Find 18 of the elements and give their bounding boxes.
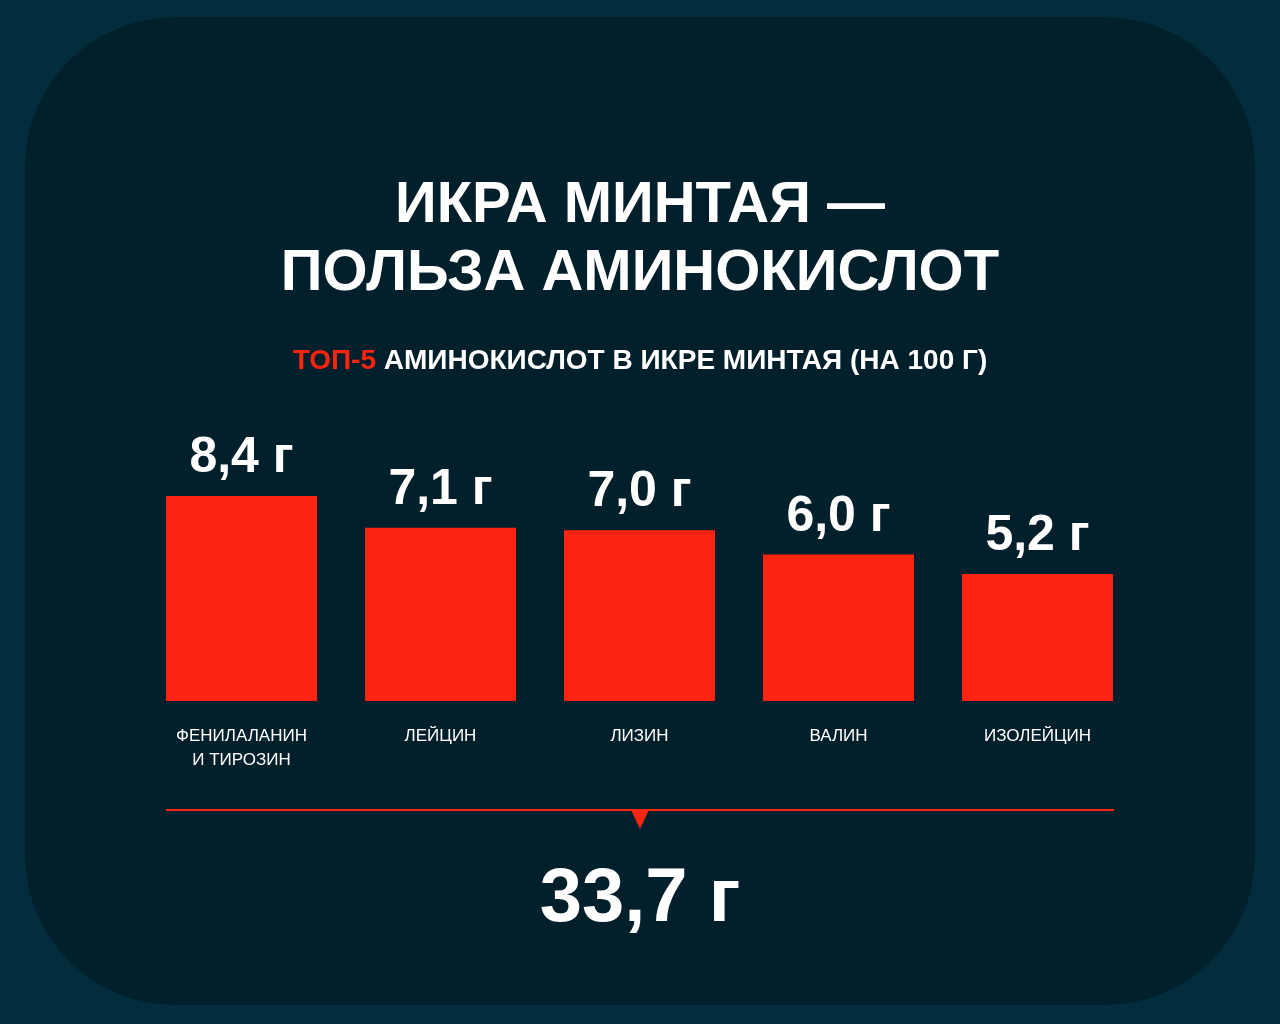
data-label: 7,1 г [388, 458, 493, 515]
x-tick-label: ЛИЗИН [610, 725, 669, 745]
x-tick-label: ФЕНИЛАЛАНИН И ТИРОЗИН [176, 725, 307, 769]
text: 33,7 г [539, 851, 741, 937]
bar [564, 530, 715, 701]
bar [763, 554, 914, 701]
bar [365, 527, 516, 701]
bar [962, 574, 1113, 701]
chart-subtitle: ТОП-5 АМИНОКИСЛОТ В ИКРЕ МИНТАЯ (НА 100 Г) [292, 344, 988, 375]
x-tick-label: ЛЕЙЦИН [404, 725, 477, 745]
data-label: 8,4 г [189, 427, 294, 483]
data-label: 5,2 г [985, 505, 1090, 562]
data-label: 7,0 г [587, 461, 692, 518]
bar [166, 496, 317, 701]
x-tick-label: ВАЛИН [809, 725, 868, 745]
x-tick-label: ИЗОЛЕЙЦИН [983, 725, 1092, 745]
data-label: 6,0 г [786, 485, 891, 542]
chart-title: ИКРА МИНТАЯ — ПОЛЬЗА АМИНОКИСЛОТ [279, 168, 1001, 304]
